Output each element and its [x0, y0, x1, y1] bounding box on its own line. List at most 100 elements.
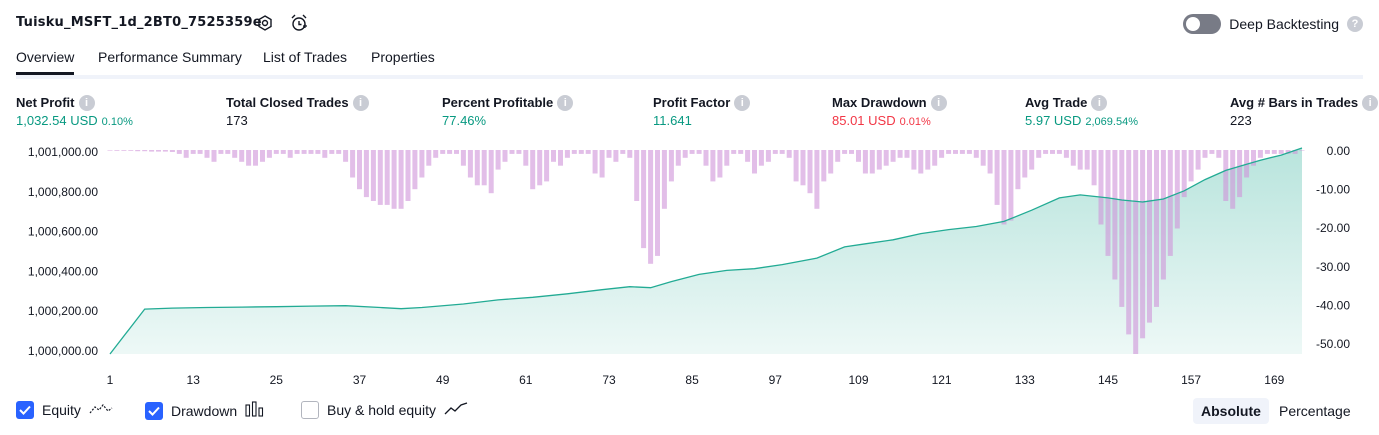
legend-equity[interactable]: Equity: [16, 401, 113, 419]
drawdown-bar: [211, 150, 217, 162]
drawdown-bar: [350, 150, 356, 178]
drawdown-bar: [509, 150, 515, 154]
info-icon[interactable]: i: [930, 94, 947, 111]
drawdown-bar: [717, 150, 723, 178]
drawdown-bar: [772, 150, 778, 154]
drawdown-bar: [1112, 150, 1118, 280]
drawdown-label: Drawdown: [171, 402, 238, 419]
metric-percent: 0.10%: [101, 116, 133, 128]
deep-backtesting-label: Deep Backtesting: [1229, 16, 1339, 32]
drawdown-bar: [1160, 150, 1166, 280]
tab-performance-summary[interactable]: Performance Summary: [98, 49, 242, 65]
drawdown-bar: [1140, 150, 1146, 339]
drawdown-checkbox[interactable]: [145, 401, 163, 420]
drawdown-bar: [849, 150, 854, 154]
drawdown-bar: [1098, 150, 1104, 225]
left-axis-tick: 1,000,800.00: [28, 185, 98, 199]
drawdown-bar: [862, 150, 868, 174]
drawdown-bar: [1147, 150, 1152, 323]
info-icon[interactable]: i: [557, 94, 574, 111]
drawdown-bar: [634, 150, 640, 201]
drawdown-bar: [606, 150, 612, 158]
drawdown-bar: [592, 150, 598, 174]
drawdown-bar: [613, 150, 619, 162]
tab-list-of-trades[interactable]: List of Trades: [263, 49, 348, 65]
info-icon[interactable]: i: [352, 94, 369, 111]
percentage-mode-button[interactable]: Percentage: [1279, 403, 1351, 419]
alarm-clock-icon[interactable]: [288, 12, 310, 34]
equity-checkbox[interactable]: [16, 401, 34, 419]
info-icon[interactable]: i: [78, 94, 95, 111]
drawdown-bar: [343, 150, 349, 162]
drawdown-bar: [266, 150, 272, 158]
info-icon[interactable]: i: [1091, 94, 1108, 111]
drawdown-bar: [301, 150, 307, 154]
equity-drawdown-chart[interactable]: 1,001,000.00 1,000,800.00 1,000,600.00 1,00…: [0, 140, 1379, 390]
report-tabs: Overview Performance Summary List of Tra…: [16, 48, 1363, 79]
info-icon[interactable]: i: [1362, 94, 1379, 111]
drawdown-bar: [273, 150, 279, 154]
drawdown-bar: [980, 150, 986, 166]
drawdown-bar: [1022, 150, 1028, 178]
drawdown-bar: [1050, 150, 1055, 154]
metric-percent-profitable: Percent Profitable i 77.46%: [442, 94, 574, 128]
drawdown-bar: [474, 150, 480, 186]
drawdown-bar: [800, 150, 806, 186]
drawdown-bar: [488, 150, 494, 194]
drawdown-bar: [370, 150, 376, 201]
drawdown-bar: [537, 150, 543, 186]
strategy-header: Tuisku_MSFT_1d_2BT0_7525359e Deep Backte…: [16, 12, 1363, 38]
drawdown-bar: [994, 150, 1000, 205]
drawdown-bar: [966, 150, 972, 154]
help-icon[interactable]: ?: [1347, 16, 1363, 32]
drawdown-bar: [440, 150, 446, 154]
tab-properties[interactable]: Properties: [371, 49, 435, 65]
deep-backtesting-toggle[interactable]: [1183, 14, 1222, 34]
drawdown-bar: [904, 150, 910, 158]
drawdown-bar: [973, 150, 979, 158]
drawdown-bar: [1133, 150, 1139, 354]
drawdown-bar: [447, 150, 453, 154]
info-icon[interactable]: i: [734, 94, 751, 111]
drawdown-bar: [336, 150, 342, 154]
drawdown-bar: [315, 150, 321, 154]
drawdown-bar: [1230, 150, 1236, 209]
x-axis-tick: 169: [1264, 373, 1284, 387]
legend-buy-hold[interactable]: Buy & hold equity: [301, 401, 468, 419]
metric-percent: 2,069.54%: [1085, 116, 1138, 128]
drawdown-bar: [308, 150, 314, 154]
drawdown-bar: [128, 150, 134, 151]
drawdown-bar: [287, 150, 293, 158]
drawdown-bar: [745, 150, 751, 162]
drawdown-bar: [876, 150, 882, 170]
metric-profit-factor: Profit Factor i 11.641: [653, 94, 751, 128]
drawdown-bar: [1202, 150, 1208, 158]
right-axis-tick: -40.00: [1316, 298, 1350, 312]
drawdown-bar: [946, 150, 952, 154]
drawdown-bar: [322, 150, 328, 158]
metric-label: Profit Factor: [653, 95, 731, 110]
drawdown-bar: [260, 150, 265, 162]
x-axis-tick: 49: [436, 373, 450, 387]
legend-drawdown[interactable]: Drawdown: [145, 401, 265, 420]
settings-icon[interactable]: [254, 12, 276, 34]
drawdown-bar: [1105, 150, 1111, 256]
drawdown-bar: [710, 150, 716, 182]
drawdown-bar: [620, 150, 626, 154]
metric-value: 77.46%: [442, 113, 487, 128]
tab-overview[interactable]: Overview: [16, 49, 75, 75]
x-axis-tick: 1: [107, 373, 114, 387]
drawdown-bar: [176, 150, 182, 154]
buy-hold-checkbox[interactable]: [301, 401, 319, 419]
drawdown-bar: [1257, 150, 1263, 158]
drawdown-bar: [460, 150, 466, 166]
metric-percent: 0.01%: [899, 116, 931, 128]
drawdown-bar: [162, 150, 168, 152]
drawdown-bar: [398, 150, 404, 209]
drawdown-bar: [786, 150, 792, 158]
drawdown-bar: [1043, 150, 1049, 154]
metric-label: Percent Profitable: [442, 95, 554, 110]
metric-value: 11.641: [653, 113, 692, 128]
absolute-mode-button[interactable]: Absolute: [1193, 398, 1269, 424]
metric-label: Avg Trade: [1025, 95, 1088, 110]
